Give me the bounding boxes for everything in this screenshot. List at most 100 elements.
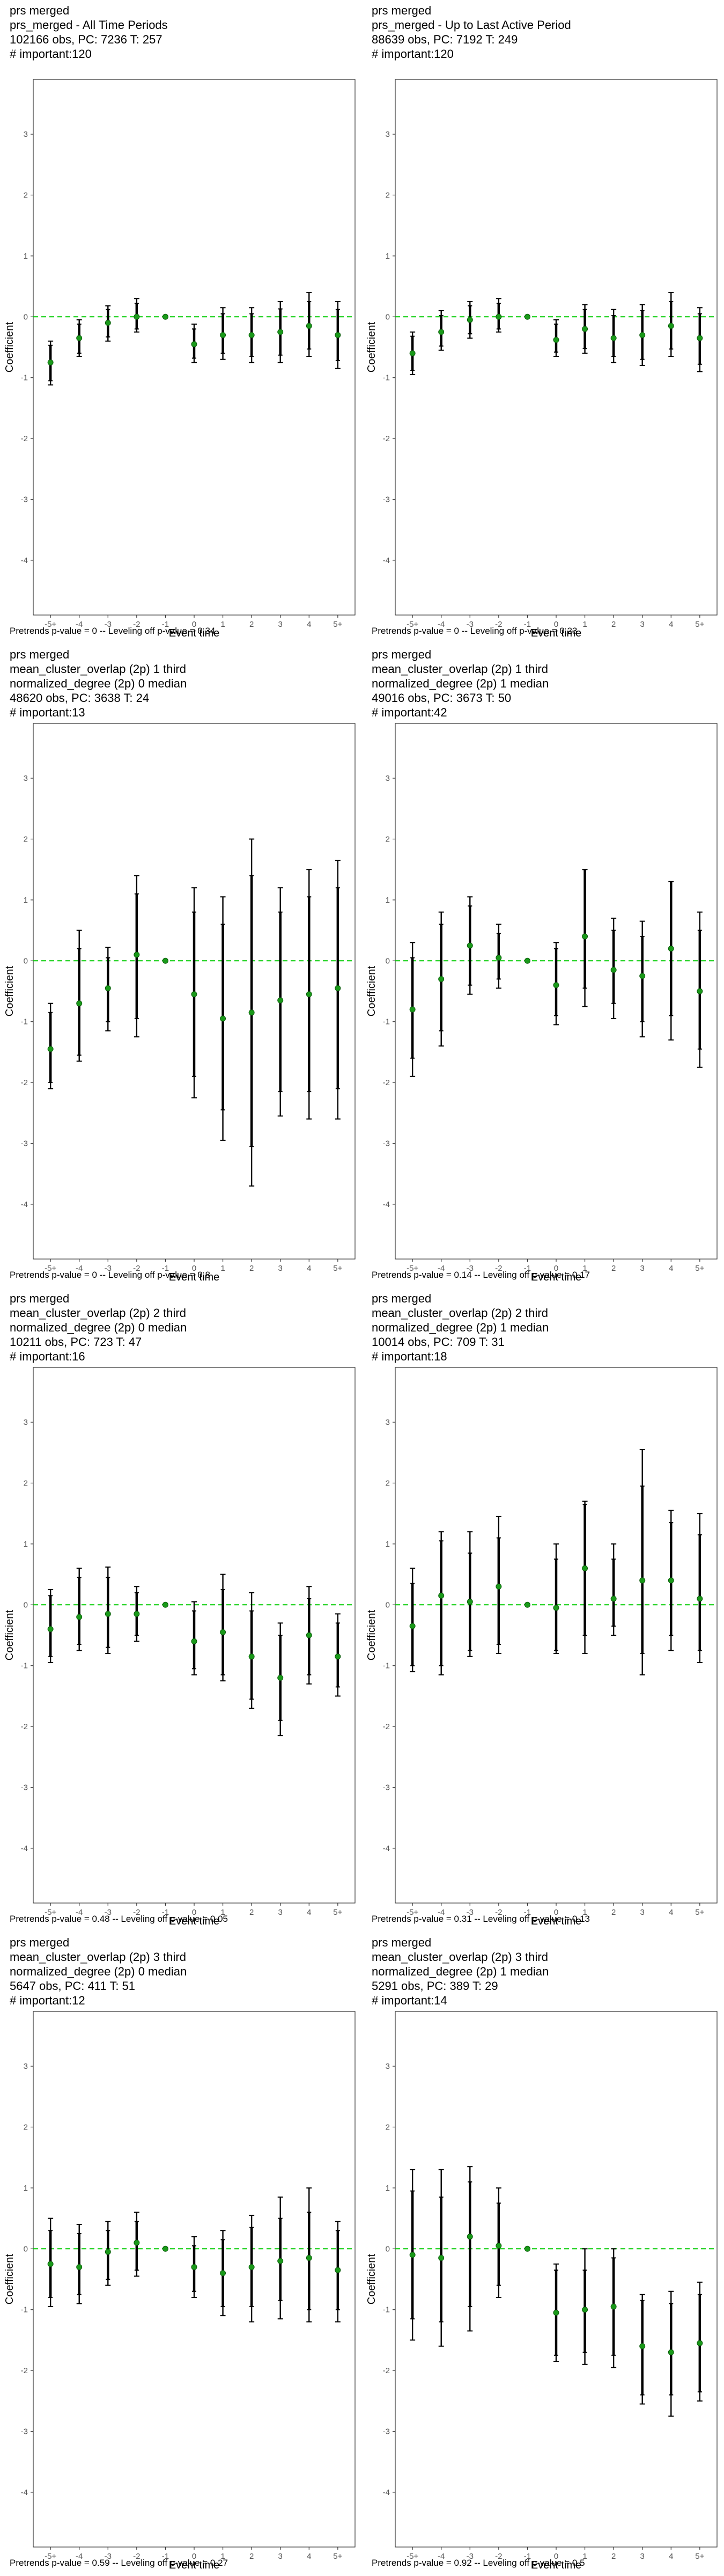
panel-title-line: normalized_degree (2p) 0 median [10, 677, 187, 690]
coefficient-mark [553, 319, 559, 357]
x-tick-label: 0 [192, 620, 196, 629]
x-tick-label: 1 [582, 1264, 587, 1273]
coefficient-mark [467, 301, 473, 339]
x-tick-label: -4 [438, 2552, 445, 2561]
coefficient-mark [524, 957, 530, 964]
coefficient-mark [191, 2236, 197, 2299]
event-study-panel: -4 -3 -2 -1 0 1 2 3 -5+ -4 -3 -2 -1 0 1 2 3 4 5+ Event time… [0, 1288, 362, 1932]
coefficient-point [467, 2234, 473, 2240]
coefficient-point [467, 1599, 473, 1605]
coefficient-point [191, 2264, 197, 2270]
y-tick-label: -3 [383, 495, 390, 504]
x-tick-label: 3 [278, 1264, 283, 1273]
y-tick-label: -2 [383, 1078, 390, 1087]
coefficient-mark [697, 1513, 703, 1664]
coefficient-mark [134, 2212, 140, 2277]
coefficient-point [47, 1046, 54, 1052]
x-tick-label: 2 [611, 1908, 616, 1917]
panel-title-line: # important:12 [10, 1994, 85, 2007]
x-tick-label: 3 [640, 2552, 645, 2561]
coefficient-mark [220, 2230, 226, 2317]
panel-title: prs merged mean_cluster_overlap (2p) 3 th… [10, 1935, 187, 2008]
x-tick-label: -4 [76, 1264, 83, 1273]
y-tick-label: 0 [386, 956, 390, 965]
coefficient-mark [134, 1586, 140, 1642]
coefficient-point [610, 335, 617, 341]
coefficient-point [697, 335, 703, 341]
coefficient-mark [47, 340, 54, 386]
coefficient-mark [496, 924, 502, 989]
panel-title-line: 102166 obs, PC: 7236 T: 257 [10, 33, 162, 46]
x-tick-label: -5+ [45, 620, 56, 629]
coefficient-point [76, 1000, 83, 1007]
x-tick-label: 4 [669, 1908, 673, 1917]
y-tick-label: -3 [383, 2427, 390, 2436]
coefficient-mark [105, 947, 111, 1031]
coefficient-point [306, 1632, 312, 1638]
y-tick-label: 1 [386, 1540, 390, 1549]
coefficient-mark [162, 957, 168, 964]
coefficient-point [277, 1674, 284, 1681]
panel-title: prs merged mean_cluster_overlap (2p) 1 th… [10, 647, 187, 720]
coefficient-mark [47, 1589, 54, 1664]
y-tick-label: 3 [24, 1418, 28, 1427]
coefficient-mark [524, 313, 530, 320]
coefficient-point [306, 323, 312, 329]
coefficient-point [496, 1583, 502, 1590]
panel-title-line: 5647 obs, PC: 411 T: 51 [10, 1979, 136, 1993]
coefficient-mark [76, 2223, 83, 2304]
x-axis-title: Event time [531, 2559, 581, 2571]
coefficient-mark [610, 309, 617, 363]
coefficient-mark [553, 942, 559, 1026]
coefficient-point [76, 2264, 83, 2270]
y-axis-title: Coefficient [366, 1609, 378, 1660]
x-tick-label: -3 [467, 2552, 474, 2561]
coefficient-mark [134, 875, 140, 1038]
x-tick-label: 2 [249, 2552, 254, 2561]
coefficient-point [134, 313, 140, 320]
coefficient-point [47, 2261, 54, 2267]
coefficient-point [76, 1614, 83, 1620]
coefficient-point [105, 2249, 111, 2255]
coefficient-mark [639, 304, 646, 367]
y-tick-label: 3 [386, 130, 390, 139]
y-tick-label: -1 [21, 1018, 28, 1027]
coefficient-mark [335, 860, 341, 1120]
coefficient-point [105, 985, 111, 991]
coefficient-point [335, 2267, 341, 2273]
y-tick-label: 1 [24, 896, 28, 905]
coefficient-point [668, 1577, 674, 1584]
coefficient-mark [438, 310, 445, 351]
coefficient-point [553, 336, 559, 343]
coefficient-point [248, 332, 255, 338]
coefficient-plot: -4 -3 -2 -1 0 1 2 3 -5+ -4 -3 -2 -1 0 1 2 3 4 5+ Event time… [366, 1367, 718, 1927]
x-tick-label: -4 [76, 1908, 83, 1917]
y-tick-label: -4 [383, 556, 390, 565]
y-tick-label: 3 [386, 1418, 390, 1427]
y-tick-label: 0 [386, 312, 390, 321]
coefficient-mark [105, 1566, 111, 1655]
panel-title-line: prs merged [10, 648, 70, 661]
coefficient-mark [191, 323, 197, 363]
coefficient-point [496, 313, 502, 320]
y-tick-label: 0 [24, 956, 28, 965]
p-value-footer: Pretrends p-value = 0.48 -- Leveling off… [10, 1914, 228, 1924]
y-tick-label: -1 [383, 1018, 390, 1027]
panel-title: prs merged mean_cluster_overlap (2p) 3 th… [372, 1935, 549, 2008]
panel-title-line: mean_cluster_overlap (2p) 3 third [372, 1950, 548, 1964]
p-value-footer: Pretrends p-value = 0.59 -- Leveling off… [10, 2558, 228, 2568]
x-tick-label: -5+ [45, 1264, 56, 1273]
panel-title: prs merged mean_cluster_overlap (2p) 2 th… [10, 1291, 187, 1364]
x-tick-label: -5+ [45, 1908, 56, 1917]
x-tick-label: 5+ [333, 620, 342, 629]
coefficient-mark [248, 1592, 255, 1709]
coefficient-mark [220, 307, 226, 360]
coefficient-mark [47, 2218, 54, 2308]
coefficient-point [438, 1592, 445, 1599]
coefficient-point [639, 1577, 646, 1584]
coefficient-mark [105, 2221, 111, 2286]
y-tick-label: -2 [21, 1078, 28, 1087]
coefficient-point [191, 341, 197, 347]
event-study-panel: -4 -3 -2 -1 0 1 2 3 -5+ -4 -3 -2 -1 0 1 2 3 4 5+ Event time… [362, 644, 724, 1288]
coefficient-mark [582, 304, 588, 354]
